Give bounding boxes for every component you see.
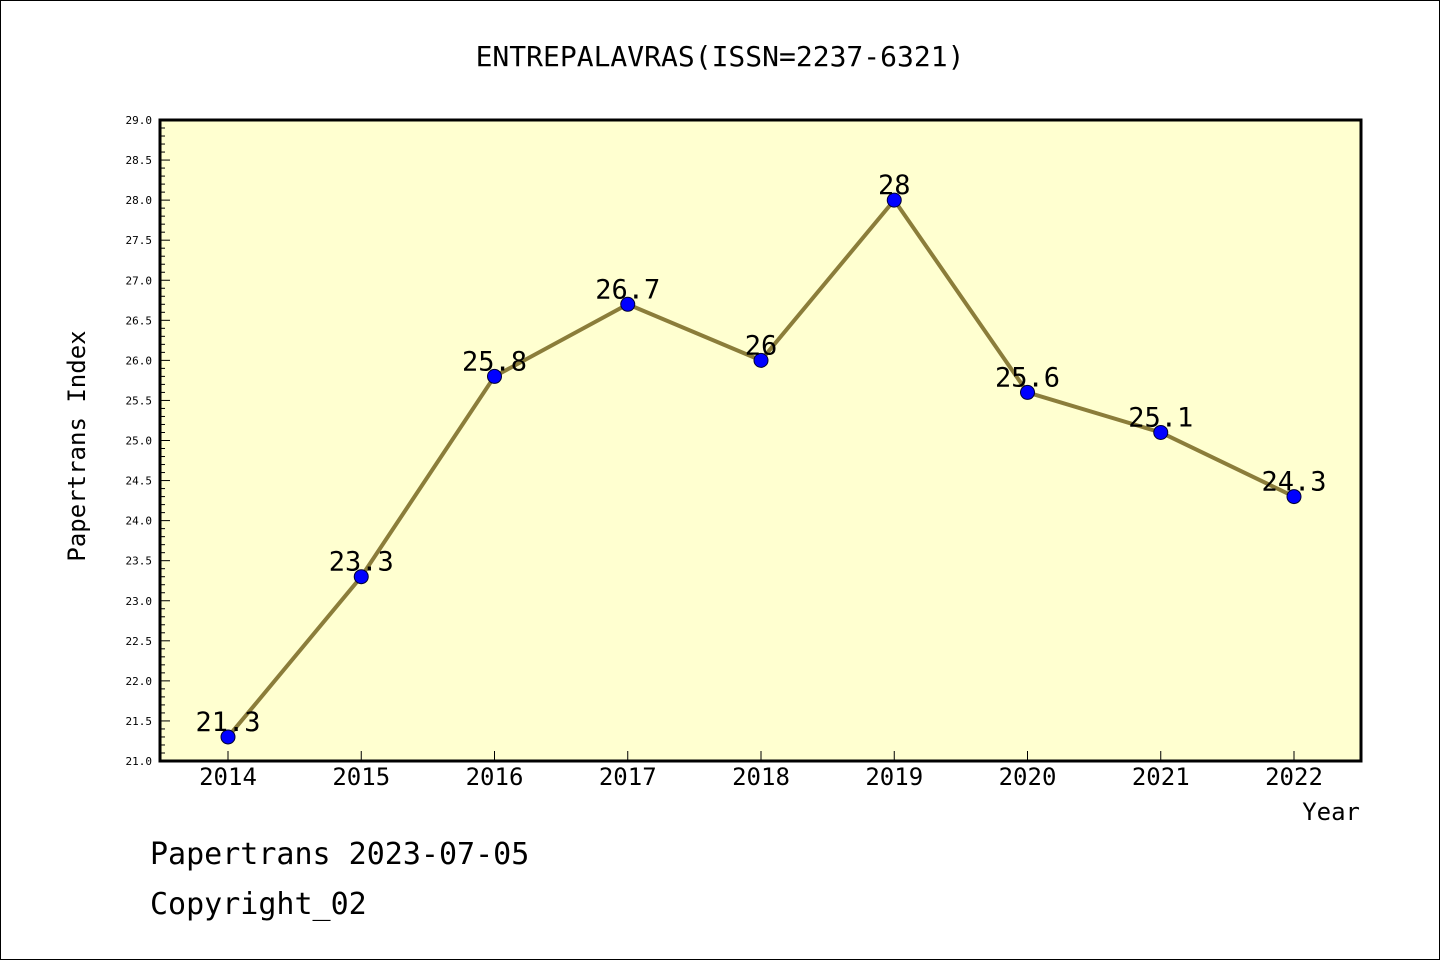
y-tick-label: 24.5 [126, 475, 153, 488]
x-tick-label: 2014 [199, 763, 257, 791]
x-tick-label: 2022 [1265, 763, 1323, 791]
y-tick-label: 21.5 [126, 715, 153, 728]
data-label: 26 [745, 330, 778, 361]
y-axis: 21.0 21.5 22.0 22.5 23.0 23.5 24.0 24.5 25.0 25.5… [126, 114, 170, 768]
y-tick-label: 23.5 [126, 555, 153, 568]
x-tick-label: 2021 [1132, 763, 1190, 791]
x-tick-label: 2020 [999, 763, 1057, 791]
y-tick-label: 25.0 [126, 435, 153, 448]
y-tick-label: 23.0 [126, 595, 153, 608]
data-label: 25.8 [462, 346, 527, 377]
y-tick-label: 24.0 [126, 515, 153, 528]
y-tick-label: 25.5 [126, 394, 153, 407]
y-tick-label: 22.5 [126, 635, 153, 648]
y-tick-label: 21.0 [126, 755, 153, 768]
x-tick-label: 2017 [599, 763, 657, 791]
x-tick-label: 2015 [332, 763, 390, 791]
data-point [1020, 384, 1035, 400]
data-point [1286, 489, 1302, 505]
footer-copyright: Copyright_02 [150, 887, 367, 922]
y-tick-label: 29.0 [126, 114, 153, 127]
data-point [886, 192, 902, 208]
data-label: 24.3 [1261, 467, 1326, 498]
data-label: 25.1 [1128, 402, 1193, 433]
data-label: 26.7 [595, 274, 660, 305]
y-tick-label: 22.0 [126, 675, 153, 688]
y-tick-label: 27.0 [126, 274, 153, 287]
data-label: 21.3 [195, 707, 260, 738]
y-tick-label: 26.0 [126, 354, 153, 367]
x-axis-label: Year [1302, 798, 1360, 826]
data-point [487, 368, 502, 384]
y-tick-label: 27.5 [126, 234, 153, 247]
data-point [353, 569, 369, 585]
series-group: 21.3 23.3 25.8 26.7 26 28 25.6 25.1 24.3 [195, 170, 1327, 745]
data-point [620, 296, 636, 312]
data-point [1153, 424, 1169, 440]
x-tick-label: 2016 [466, 763, 524, 791]
chart-title: ENTREPALAVRAS(ISSN=2237-6321) [476, 40, 965, 73]
x-axis: 2014 2015 2016 2017 2018 2019 2020 2021 2022 [199, 751, 1323, 791]
y-tick-label: 28.5 [126, 154, 153, 167]
footer-date: Papertrans 2023-07-05 [150, 837, 529, 872]
plot-area [158, 118, 1363, 763]
x-tick-label: 2019 [865, 763, 923, 791]
y-tick-label: 28.0 [126, 194, 153, 207]
data-label: 23.3 [329, 547, 394, 578]
y-axis-label: Papertrans Index [63, 330, 91, 561]
x-tick-label: 2018 [732, 763, 790, 791]
data-point [753, 352, 769, 368]
data-label: 28 [878, 170, 911, 201]
y-tick-label: 26.5 [126, 314, 153, 327]
data-label: 25.6 [995, 362, 1060, 393]
data-point [220, 729, 236, 745]
